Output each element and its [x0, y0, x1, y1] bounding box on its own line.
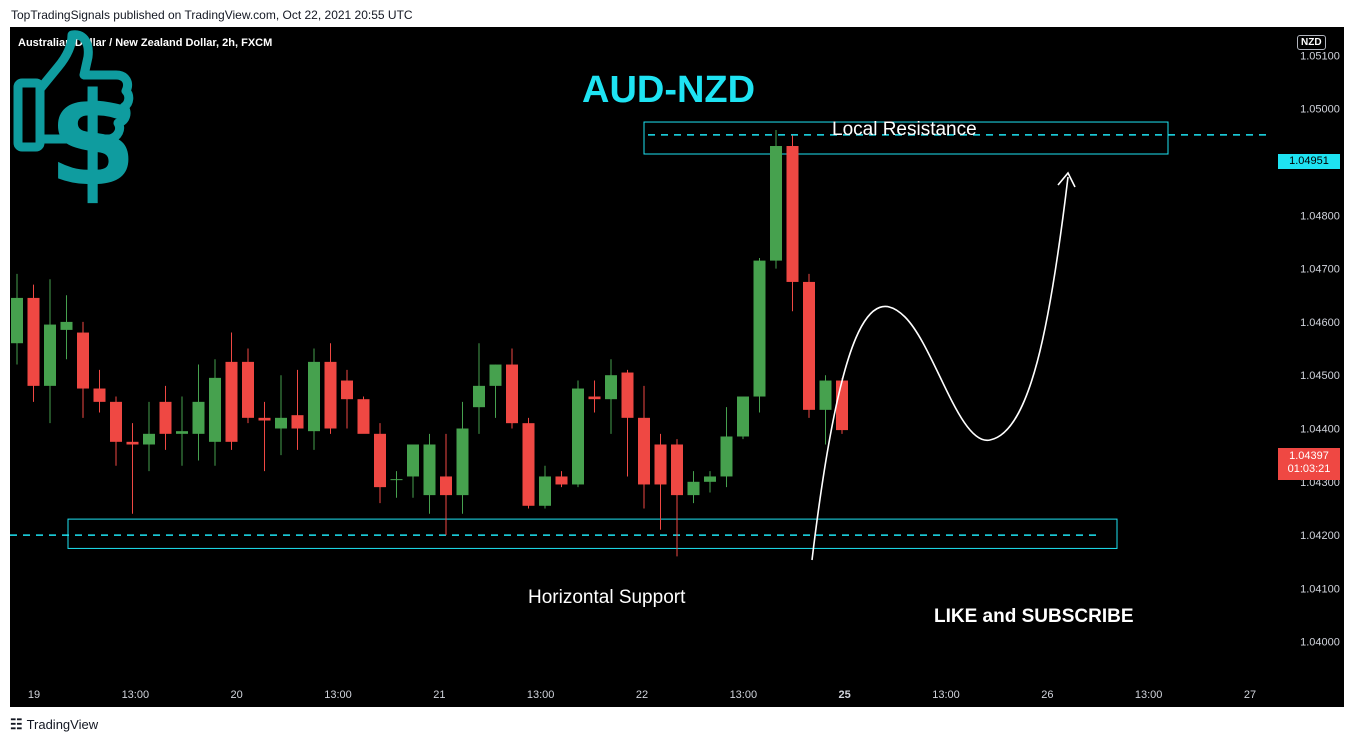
candle-body: [423, 444, 436, 496]
candle-body: [539, 476, 551, 506]
candle-body: [737, 396, 749, 437]
time-tick-label: 21: [433, 689, 445, 701]
candle-body: [836, 380, 848, 431]
candle-body: [588, 396, 601, 400]
candle-body: [258, 417, 271, 421]
candle-body: [357, 399, 370, 434]
projection-arrowhead: [1057, 171, 1076, 188]
time-tick-label: 13:00: [932, 689, 960, 701]
candle-body: [126, 441, 139, 445]
candle-body: [654, 444, 667, 485]
bar-countdown: 01:03:21: [1287, 463, 1331, 475]
last-price-tag: 1.04397 01:03:21: [1278, 448, 1340, 480]
candle-body: [770, 146, 782, 261]
candle-body: [753, 260, 766, 397]
candle-body: [44, 324, 56, 386]
time-tick-label: 13:00: [324, 689, 352, 701]
time-tick-label: 22: [636, 689, 648, 701]
price-tick-label: 1.04600: [1300, 317, 1340, 329]
support-label: Horizontal Support: [528, 587, 686, 608]
candle-body: [440, 476, 452, 496]
candle-body: [225, 361, 238, 442]
candle-body: [159, 401, 172, 434]
time-tick-label: 19: [28, 689, 40, 701]
price-tick-label: 1.04700: [1300, 264, 1340, 276]
price-tick-label: 1.04000: [1300, 637, 1340, 649]
support-zone: [67, 518, 1118, 549]
candle-body: [555, 476, 568, 485]
candle-body: [522, 423, 535, 506]
candle-body: [77, 332, 89, 389]
price-tick-label: 1.04800: [1300, 210, 1340, 222]
candle-body: [803, 281, 815, 410]
price-axis-bg: [1268, 27, 1344, 707]
candle-body: [671, 444, 683, 496]
last-price-value: 1.04397: [1289, 450, 1329, 462]
price-tick-label: 1.04200: [1300, 530, 1340, 542]
time-tick-label: 25: [839, 689, 851, 701]
candle-body: [209, 377, 221, 442]
candle-body: [638, 417, 650, 485]
candle-body: [605, 375, 617, 400]
candle-body: [704, 476, 716, 482]
tradingview-logo-icon: ☷: [10, 716, 23, 732]
candle-body: [456, 428, 469, 496]
candle-body: [11, 297, 23, 344]
candle-body: [176, 431, 188, 434]
candle-body: [687, 481, 700, 496]
time-tick-label: 13:00: [122, 689, 150, 701]
time-tick-label: 13:00: [1135, 689, 1163, 701]
candle-body: [572, 388, 584, 485]
candle-body: [93, 388, 106, 402]
time-tick-label: 27: [1244, 689, 1256, 701]
candle-body: [489, 364, 502, 386]
candle-body: [506, 364, 518, 424]
candle-body: [374, 433, 386, 488]
resistance-label: Local Resistance: [832, 119, 977, 140]
candle-body: [110, 401, 122, 442]
time-tick-label: 13:00: [730, 689, 758, 701]
chart-area[interactable]: 1.052001.051001.050001.049001.048001.047…: [10, 27, 1344, 707]
currency-badge[interactable]: NZD: [1297, 35, 1326, 50]
candle-body: [143, 433, 155, 445]
resistance-price-tag: 1.04951: [1278, 154, 1340, 169]
resistance-zone: [643, 121, 1169, 155]
price-tick-label: 1.04100: [1300, 583, 1340, 595]
footer-brand[interactable]: ☷ TradingView: [10, 716, 98, 733]
footer-brand-label: TradingView: [26, 717, 99, 732]
candle-body: [60, 321, 73, 330]
time-tick-label: 26: [1041, 689, 1053, 701]
candle-body: [324, 361, 337, 429]
candle-body: [242, 361, 254, 418]
price-tick-label: 1.04400: [1300, 424, 1340, 436]
candle-body: [819, 380, 832, 410]
price-tick-label: 1.04500: [1300, 370, 1340, 382]
candle-body: [407, 444, 419, 477]
candle-body: [390, 479, 403, 481]
pair-title-overlay: AUD-NZD: [582, 69, 756, 111]
candle-body: [341, 380, 353, 400]
candle-body: [786, 146, 799, 282]
candle-body: [192, 401, 205, 434]
price-chart-svg[interactable]: 1.052001.051001.050001.049001.048001.047…: [10, 27, 1344, 707]
candle-body: [291, 415, 304, 429]
projection-path: [811, 176, 1069, 561]
time-tick-label: 20: [231, 689, 243, 701]
candle-body: [621, 372, 634, 418]
publisher-caption: TopTradingSignals published on TradingVi…: [11, 8, 413, 22]
candle-body: [720, 436, 733, 477]
candle-body: [275, 417, 287, 429]
price-tick-label: 1.05100: [1300, 50, 1340, 62]
time-tick-label: 13:00: [527, 689, 555, 701]
candle-body: [27, 297, 40, 386]
like-subscribe-label: LIKE and SUBSCRIBE: [934, 606, 1134, 627]
price-tick-label: 1.05000: [1300, 104, 1340, 116]
thumbs-up-icon: [13, 30, 134, 152]
candle-body: [473, 385, 485, 408]
candle-body: [308, 361, 320, 432]
